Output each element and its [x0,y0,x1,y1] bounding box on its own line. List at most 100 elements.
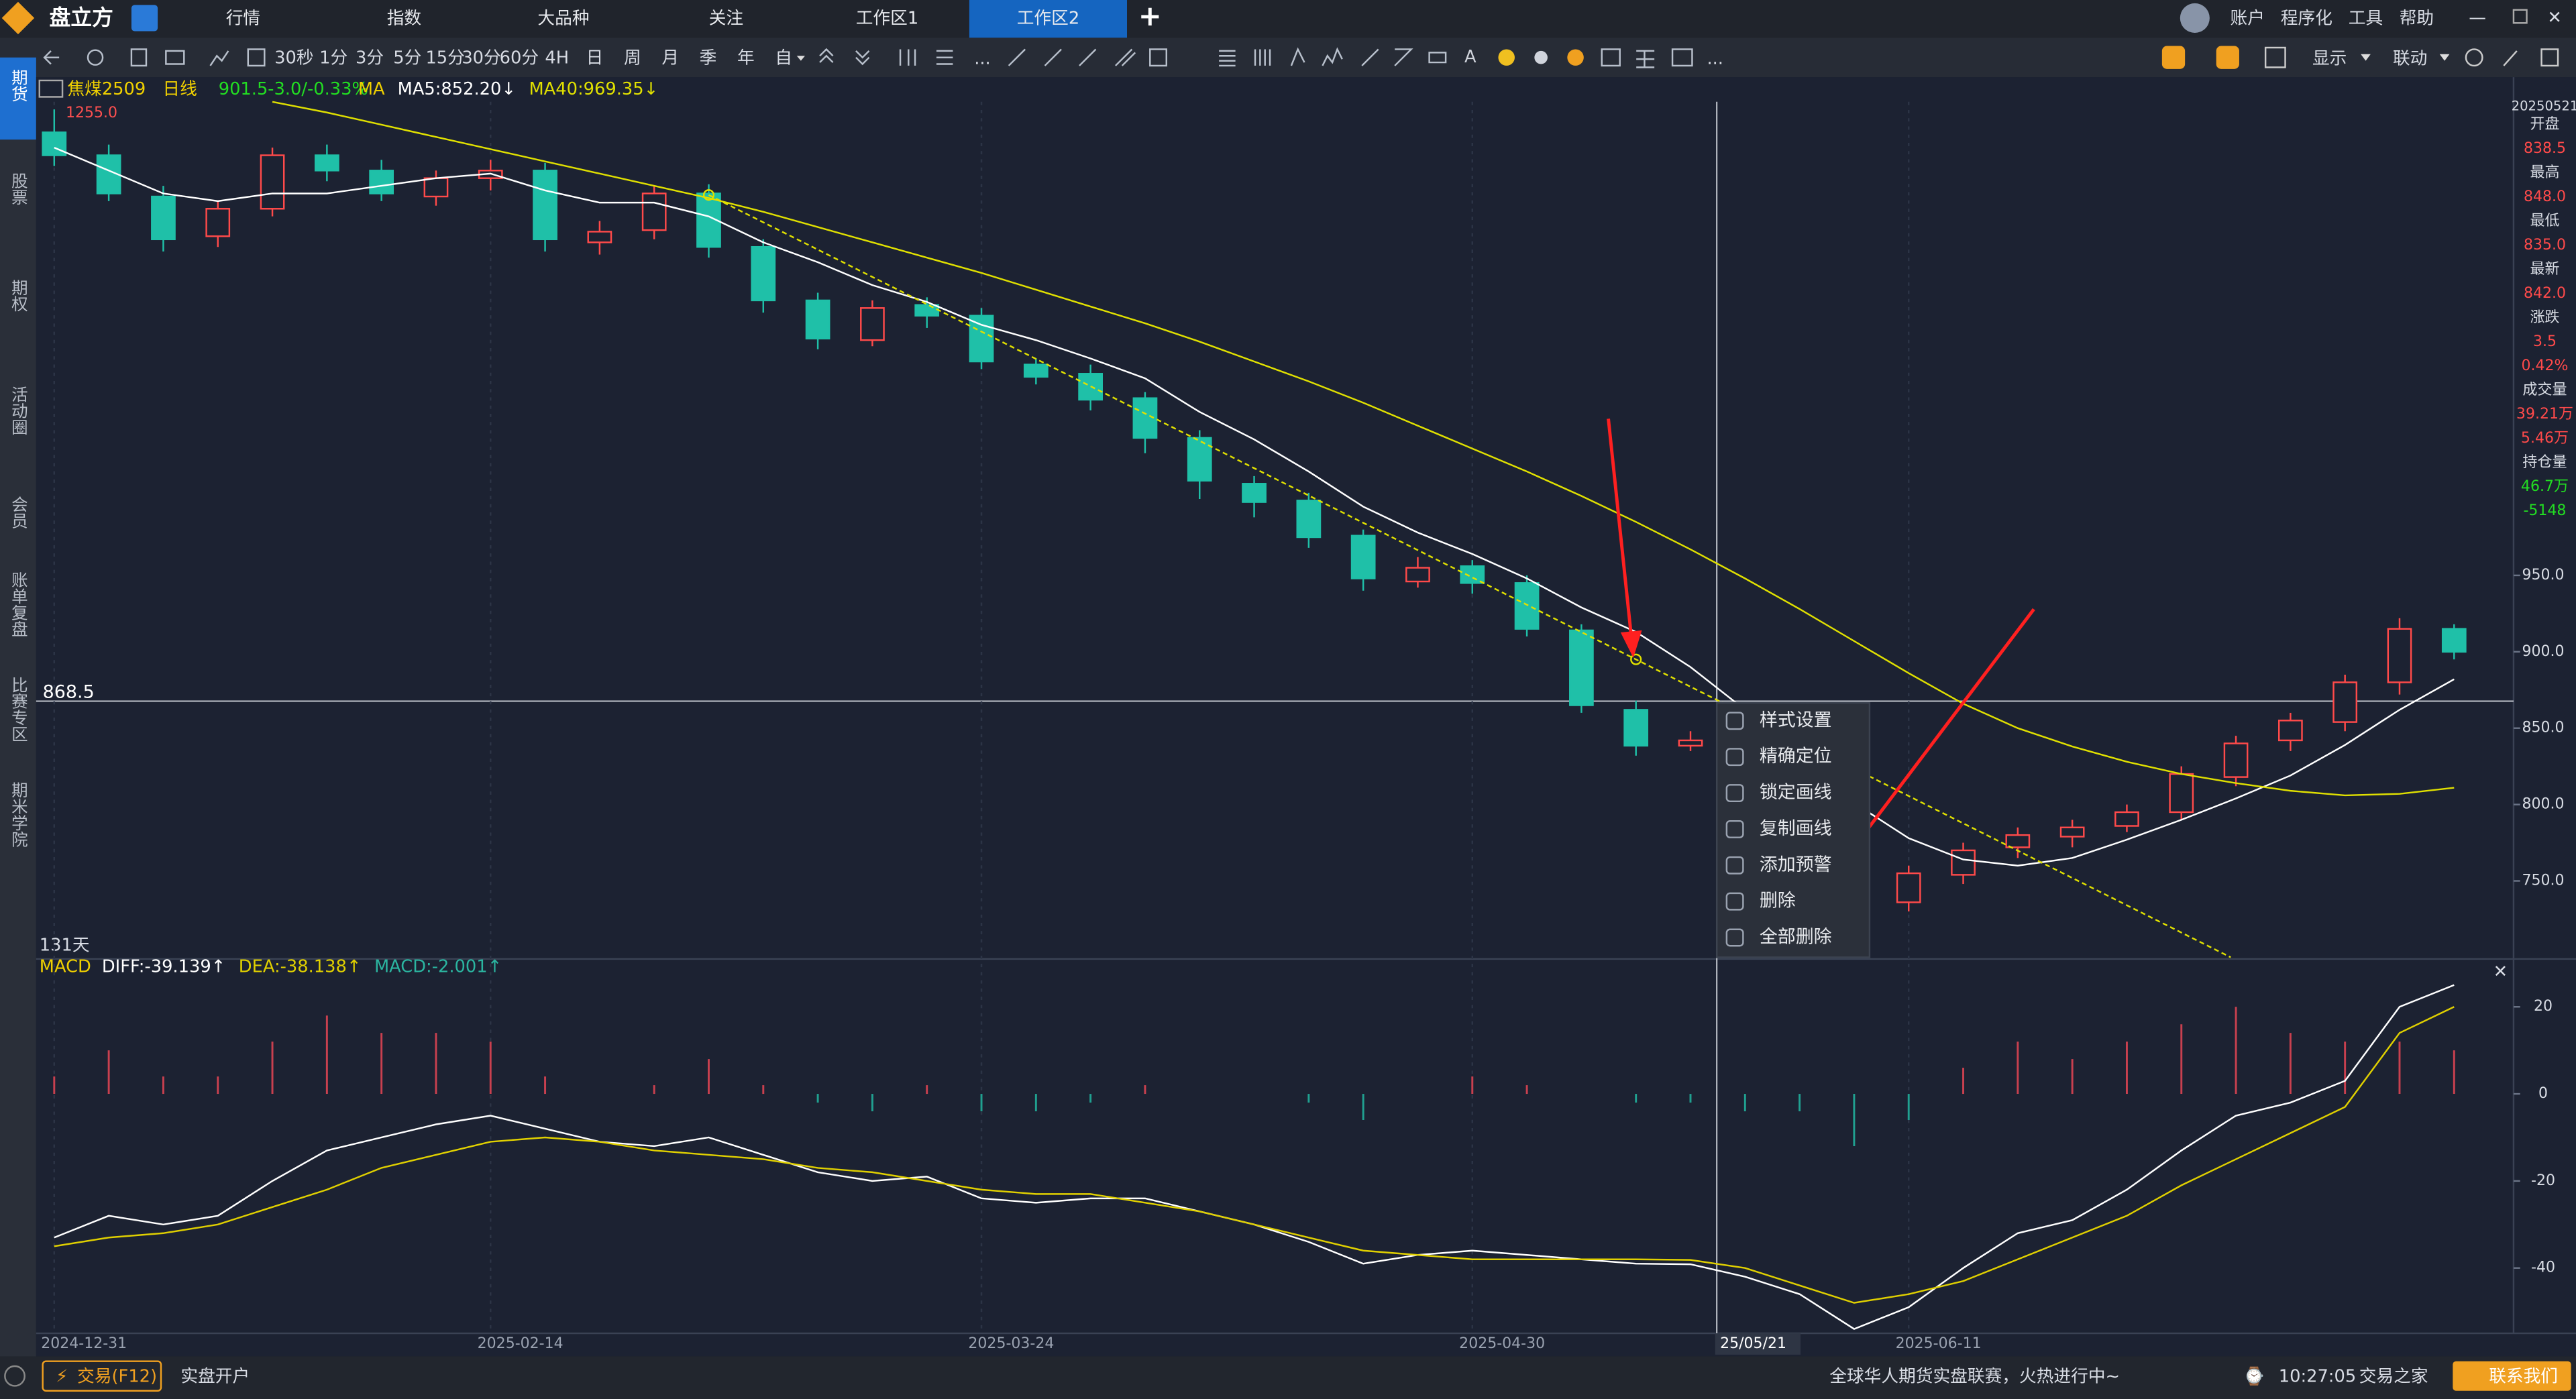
open-account[interactable]: 实盘开户 [180,1366,250,1386]
menu-icon [1725,892,1744,911]
logo[interactable]: 盘立方 [49,5,113,30]
period-button[interactable]: 15分 [425,48,464,68]
tab[interactable]: 关注 [709,9,743,29]
rect-icon[interactable] [1149,48,1167,67]
emoji-tool[interactable] [1498,49,1515,66]
menu-item[interactable]: 精确定位 [1760,746,1832,767]
tool-icon[interactable] [2264,46,2286,68]
menu-item[interactable]: 复制画线 [1760,818,1832,839]
menu-item[interactable]: 锁定画线 [1760,782,1832,803]
status-bar [0,1356,2576,1399]
candle-body [1460,565,1485,584]
refresh-icon[interactable] [87,49,104,66]
title-bar [0,0,2576,38]
trade-label[interactable]: 交易(F12) [77,1366,157,1386]
indicator-name[interactable]: MA [358,79,385,99]
text-icon[interactable] [247,48,266,67]
period-button[interactable]: 月 [661,48,679,68]
candle-body [205,208,231,237]
period-button[interactable]: 日 [586,48,604,68]
tool-icon[interactable] [2216,46,2239,69]
logo-icon [131,5,158,32]
display-menu[interactable]: 显示 [2312,49,2347,69]
sidebar-item[interactable]: 比赛专区 [9,676,29,742]
draw-icons[interactable] [1008,48,1136,66]
sidebar-item[interactable]: 账单复盘 [9,571,29,637]
tool-icons[interactable] [1219,47,1447,67]
more-tools[interactable]: ... [974,49,991,69]
period-button[interactable]: 5分 [393,48,421,68]
candle-body [2223,742,2249,778]
menu-item[interactable]: 添加预警 [1760,854,1832,875]
contact-button[interactable] [2453,1361,2571,1391]
tab[interactable]: 工作区1 [856,9,918,29]
period-button[interactable]: 3分 [356,48,384,68]
menu-item[interactable]: 工具 [2349,9,2383,29]
tool-icons[interactable] [1636,50,1655,68]
info-label: 成交量 [2522,382,2567,398]
period-button[interactable]: 4H [545,48,569,68]
macd-title[interactable]: MACD [40,957,91,977]
save-icon[interactable] [130,48,148,67]
maximize[interactable] [2512,9,2528,24]
candle-body [314,154,339,172]
alert-tool[interactable] [1534,50,1548,64]
magnet-tool[interactable] [1567,49,1584,66]
sidebar-item[interactable]: 股票 [9,172,29,205]
line-icon[interactable] [209,50,229,66]
period-button[interactable]: 周 [624,48,641,68]
sidebar-item[interactable]: 会员 [9,496,29,528]
tool-icon[interactable] [2465,48,2483,67]
symbol[interactable]: 焦煤2509 [67,79,146,99]
period[interactable]: 日线 [162,79,197,99]
minimize[interactable]: — [2469,7,2486,27]
home-link[interactable]: 交易之家 [2359,1366,2428,1386]
marquee[interactable]: 全球华人期货实盘联赛，火热进行中~ [1829,1366,2120,1386]
sidebar-item[interactable]: 期米学院 [9,781,29,847]
tool-icon[interactable] [2161,46,2186,69]
add-tab[interactable]: + [1138,0,1162,32]
period-button[interactable]: 1分 [319,48,347,68]
candle-body [2441,628,2467,653]
open-icon[interactable] [165,50,185,65]
period-button[interactable]: 年 [737,48,755,68]
candle-body [1678,739,1703,747]
menu-item[interactable]: 账户 [2230,9,2264,29]
menu-item[interactable]: 程序化 [2281,9,2332,29]
more-tools[interactable]: ... [1707,49,1723,69]
sidebar-item[interactable]: 期权 [9,279,29,312]
tab[interactable]: 指数 [387,9,421,29]
close[interactable]: ✕ [2547,7,2562,27]
sidebar-item[interactable]: 活动圈 [9,386,29,435]
text-tool[interactable]: A [1464,47,1477,67]
menu-item[interactable]: 删除 [1760,891,1796,911]
trade-button[interactable] [42,1360,162,1392]
zoom-icons[interactable] [819,48,870,66]
back-icon[interactable] [43,50,60,65]
tab[interactable]: 行情 [226,9,260,29]
tool-icon[interactable] [2503,50,2518,66]
contact-label[interactable]: 联系我们 [2489,1366,2558,1386]
menu-item[interactable]: 帮助 [2400,9,2434,29]
period-button[interactable]: 季 [700,48,717,68]
info-value: 39.21万 [2516,406,2573,423]
close-panel[interactable]: ✕ [2493,962,2508,982]
layout-icons[interactable] [899,49,953,66]
period-button[interactable]: 自 [775,48,792,68]
tab[interactable]: 大品种 [537,9,589,29]
tool-icons[interactable] [1671,48,1693,67]
collapse-button[interactable] [4,1365,25,1387]
clock-icon: ⌚ [2243,1365,2265,1386]
menu-item[interactable]: 样式设置 [1760,710,1832,730]
period-button[interactable]: 60分 [500,48,539,68]
menu-item[interactable]: 全部删除 [1760,927,1832,948]
info-value: 0.42% [2521,357,2568,374]
tool-icons[interactable] [1601,48,1621,67]
avatar[interactable] [2180,3,2210,33]
sidebar-item[interactable]: 期货 [9,69,29,102]
period-button[interactable]: 30分 [462,48,500,68]
link-menu[interactable]: 联动 [2393,49,2427,69]
tab[interactable]: 工作区2 [1017,9,1079,29]
period-button[interactable]: 30秒 [274,48,313,68]
tool-icon[interactable] [2540,48,2559,67]
